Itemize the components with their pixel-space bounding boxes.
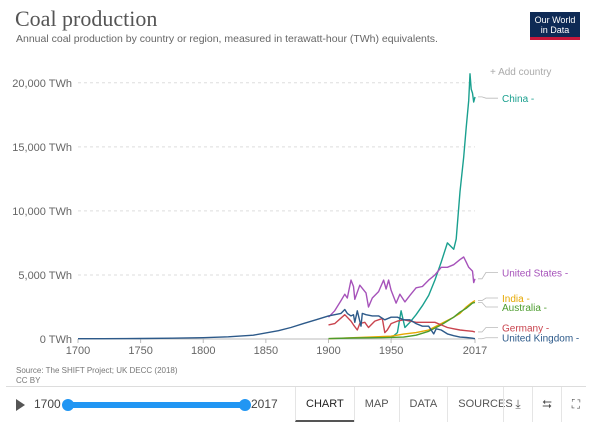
x-tick-label-0: 1700	[66, 345, 90, 357]
timeline-end-handle[interactable]	[239, 399, 251, 411]
tab-data[interactable]: DATA	[398, 387, 448, 422]
timeline-start-handle[interactable]	[62, 399, 74, 411]
series-line-india	[328, 300, 476, 340]
y-tick-label-4: 20,000 TWh	[12, 78, 72, 90]
series-label-0: China -	[502, 94, 534, 105]
series-label-1: United States -	[502, 268, 568, 279]
x-tick-label-3: 1850	[254, 345, 278, 357]
play-icon[interactable]	[16, 399, 25, 411]
source-text: Source: The SHIFT Project; UK DECC (2018…	[16, 366, 178, 375]
series-line-germany	[328, 314, 476, 334]
logo-line-2: in Data	[540, 25, 570, 35]
action-icons: ⤓ ⮀ ⛶	[503, 387, 590, 422]
series-label-3: Australia -	[502, 303, 547, 314]
series-label-5: United Kingdom -	[502, 334, 579, 345]
view-tabs: CHART MAP DATA SOURCES	[295, 387, 523, 422]
series-line-australia	[328, 301, 476, 340]
y-tick-label-3: 15,000 TWh	[12, 142, 72, 154]
license-text: CC BY	[16, 376, 41, 385]
chart-subtitle: Annual coal production by country or reg…	[16, 33, 438, 45]
add-country-button[interactable]: + Add country	[490, 67, 551, 78]
logo-line-1: Our World	[534, 15, 576, 25]
label-leader-2	[478, 297, 498, 301]
y-tick-label-0: 0 TWh	[40, 334, 72, 346]
x-tick-label-4: 1900	[316, 345, 340, 357]
end-year-label: 2017	[251, 397, 278, 411]
label-leader-5	[478, 337, 498, 340]
timeline-slider-track[interactable]	[66, 402, 244, 408]
series-label-4: Germany -	[502, 323, 549, 334]
chart-title: Coal production	[15, 6, 158, 31]
y-tick-label-2: 10,000 TWh	[12, 206, 72, 218]
source-note: Source: The SHIFT Project; UK DECC (2018…	[16, 366, 178, 386]
start-year-label: 1700	[34, 397, 61, 411]
label-leader-1	[478, 271, 498, 280]
series-line-united-states	[327, 256, 476, 318]
controls-bar: 1700 2017 CHART MAP DATA SOURCES ⤓ ⮀ ⛶	[6, 386, 586, 422]
tab-map[interactable]: MAP	[353, 387, 399, 422]
owid-logo[interactable]: Our World in Data	[530, 12, 580, 40]
line-chart: 0 TWh 5,000 TWh 10,000 TWh 15,000 TWh 20,000…	[12, 67, 579, 357]
x-tick-label-6: 2017	[463, 345, 487, 357]
label-leader-0	[478, 96, 498, 99]
fullscreen-icon[interactable]: ⛶	[561, 387, 590, 422]
series-label-2: India -	[502, 294, 530, 305]
series-line-united-kingdom	[78, 308, 476, 340]
label-leader-4	[478, 327, 498, 333]
tab-sources[interactable]: SOURCES	[447, 387, 522, 422]
tab-chart[interactable]: CHART	[295, 387, 354, 422]
x-tick-label-5: 1950	[379, 345, 403, 357]
download-icon[interactable]: ⤓	[503, 387, 532, 422]
x-tick-label-2: 1800	[191, 345, 215, 357]
share-icon[interactable]: ⮀	[532, 387, 561, 422]
label-leader-3	[478, 302, 498, 308]
x-tick-label-1: 1750	[128, 345, 152, 357]
y-tick-label-1: 5,000 TWh	[18, 270, 72, 282]
series-line-china	[390, 73, 476, 339]
